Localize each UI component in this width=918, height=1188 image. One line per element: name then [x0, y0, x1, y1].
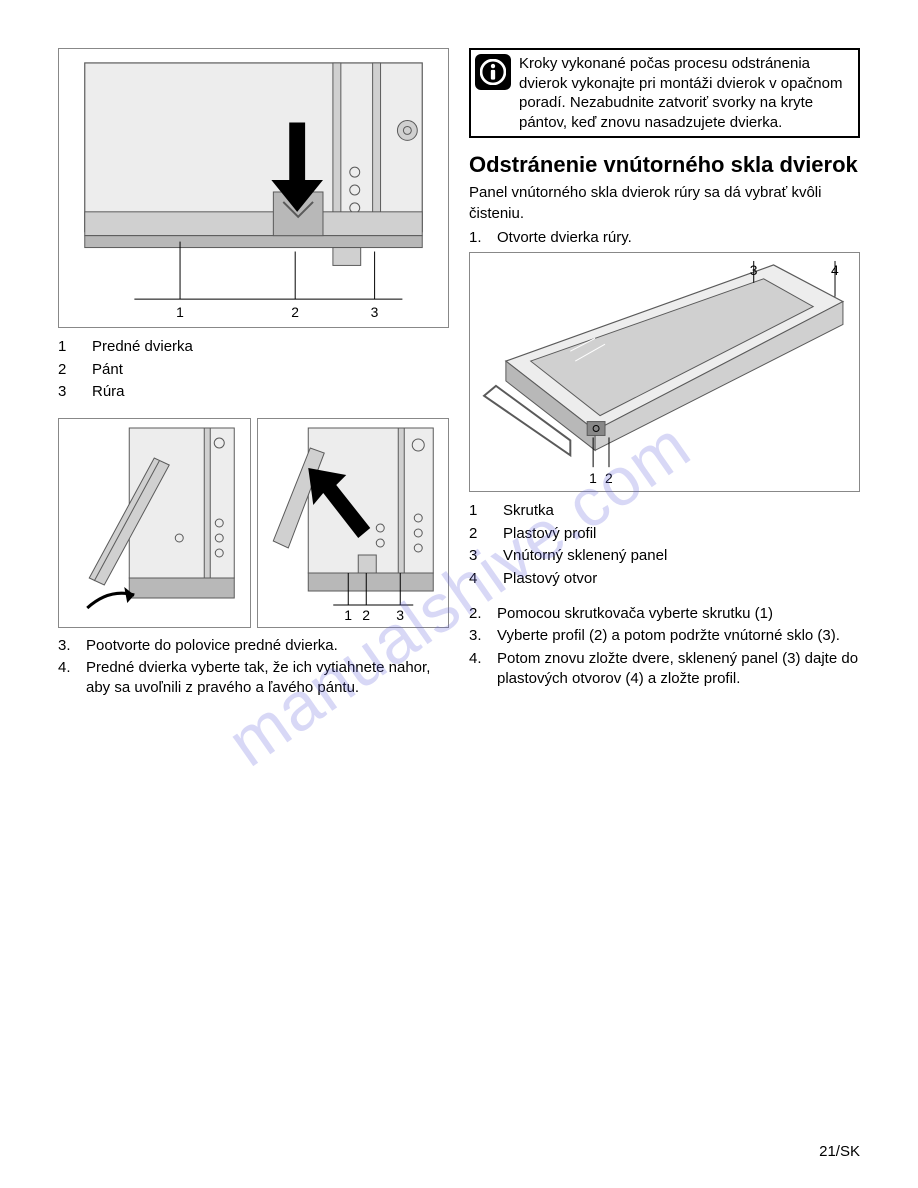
- legend-text: Plastový profil: [503, 523, 596, 546]
- step-text: Vyberte profil (2) a potom podržte vnúto…: [497, 626, 860, 646]
- fig2a-svg: [63, 423, 246, 623]
- legend-row: 1 Skrutka: [469, 500, 860, 523]
- fig2-label-1: 1: [344, 607, 352, 623]
- step-num: 1.: [469, 228, 497, 248]
- legend-num: 2: [58, 359, 92, 382]
- steps-right: 2. Pomocou skrutkovača vyberte skrutku (…: [469, 604, 860, 691]
- figR-label-2: 2: [605, 470, 613, 486]
- step-1: 1. Otvorte dvierka rúry.: [469, 228, 860, 250]
- legend-fig-right: 1 Skrutka 2 Plastový profil 3 Vnútorný s…: [469, 500, 860, 590]
- legend-row: 3 Rúra: [58, 381, 449, 404]
- fig2-label-3: 3: [396, 607, 404, 623]
- fig1-label-3: 3: [371, 304, 379, 320]
- fig1-label-2: 2: [291, 304, 299, 320]
- step-num: 4.: [469, 649, 497, 690]
- step-num: 3.: [469, 626, 497, 646]
- step-text: Predné dvierka vyberte tak, že ich vytia…: [86, 658, 449, 699]
- legend-row: 2 Plastový profil: [469, 523, 860, 546]
- legend-row: 4 Plastový otvor: [469, 568, 860, 591]
- figure-hinge-detail: 1 2 3: [58, 48, 449, 328]
- legend-text: Plastový otvor: [503, 568, 597, 591]
- legend-text: Pánt: [92, 359, 123, 382]
- page-content: 1 2 3 1 Predné dvierka 2 Pánt 3 Rúra: [58, 48, 860, 710]
- figR-label-1: 1: [589, 470, 597, 486]
- info-box: Kroky vykonané počas procesu odstránenia…: [469, 48, 860, 138]
- fig2b-svg: 1 2 3: [262, 423, 445, 623]
- legend-row: 3 Vnútorný sklenený panel: [469, 545, 860, 568]
- info-text: Kroky vykonané počas procesu odstránenia…: [519, 54, 852, 132]
- legend-fig1: 1 Predné dvierka 2 Pánt 3 Rúra: [58, 336, 449, 404]
- legend-text: Skrutka: [503, 500, 554, 523]
- step-text: Pootvorte do polovice predné dvierka.: [86, 636, 449, 656]
- step-item: 4. Potom znovu zložte dvere, sklenený pa…: [469, 649, 860, 690]
- figure-row: 1 2 3: [58, 418, 449, 628]
- figure-door-lift-b: 1 2 3: [257, 418, 450, 628]
- left-column: 1 2 3 1 Predné dvierka 2 Pánt 3 Rúra: [58, 48, 449, 710]
- figure-inner-glass: 3 4 1 2: [469, 252, 860, 492]
- info-icon: [475, 54, 511, 90]
- legend-num: 1: [469, 500, 503, 523]
- section-heading: Odstránenie vnútorného skla dvierok: [469, 152, 860, 177]
- legend-text: Predné dvierka: [92, 336, 193, 359]
- legend-num: 3: [58, 381, 92, 404]
- figR-label-4: 4: [831, 262, 839, 278]
- fig-glass-svg: 3 4 1 2: [474, 257, 855, 487]
- legend-num: 2: [469, 523, 503, 546]
- step-text: Otvorte dvierka rúry.: [497, 228, 860, 248]
- step-num: 4.: [58, 658, 86, 699]
- step-num: 2.: [469, 604, 497, 624]
- step-item: 2. Pomocou skrutkovača vyberte skrutku (…: [469, 604, 860, 624]
- step-item: 4. Predné dvierka vyberte tak, že ich vy…: [58, 658, 449, 699]
- legend-row: 2 Pánt: [58, 359, 449, 382]
- legend-num: 3: [469, 545, 503, 568]
- legend-text: Vnútorný sklenený panel: [503, 545, 667, 568]
- fig1-label-1: 1: [176, 304, 184, 320]
- legend-num: 4: [469, 568, 503, 591]
- steps-left: 3. Pootvorte do polovice predné dvierka.…: [58, 636, 449, 701]
- step-item: 1. Otvorte dvierka rúry.: [469, 228, 860, 248]
- figR-label-3: 3: [750, 262, 758, 278]
- step-text: Potom znovu zložte dvere, sklenený panel…: [497, 649, 860, 690]
- fig2-label-2: 2: [362, 607, 370, 623]
- figure-hinge-svg: 1 2 3: [63, 53, 444, 323]
- legend-text: Rúra: [92, 381, 125, 404]
- step-item: 3. Vyberte profil (2) a potom podržte vn…: [469, 626, 860, 646]
- figure-door-lift-a: [58, 418, 251, 628]
- right-column: Kroky vykonané počas procesu odstránenia…: [469, 48, 860, 710]
- step-text: Pomocou skrutkovača vyberte skrutku (1): [497, 604, 860, 624]
- legend-num: 1: [58, 336, 92, 359]
- step-num: 3.: [58, 636, 86, 656]
- legend-row: 1 Predné dvierka: [58, 336, 449, 359]
- intro-text: Panel vnútorného skla dvierok rúry sa dá…: [469, 183, 860, 224]
- page-number: 21/SK: [819, 1143, 860, 1160]
- step-item: 3. Pootvorte do polovice predné dvierka.: [58, 636, 449, 656]
